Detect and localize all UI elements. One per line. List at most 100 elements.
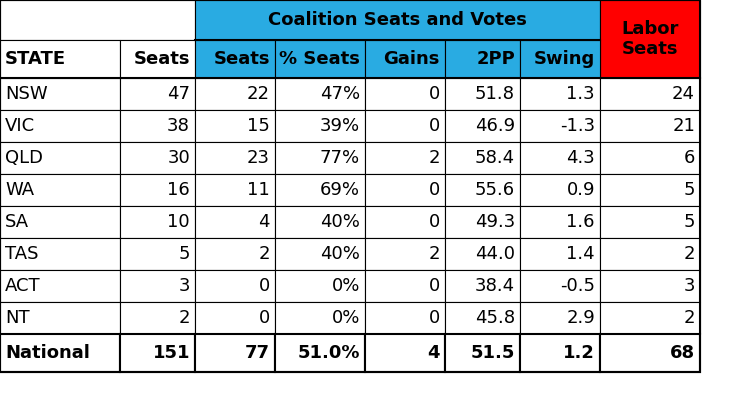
Bar [275,174,365,206]
Bar [275,302,365,334]
Text: 44.0: 44.0 [475,245,515,263]
Text: SA: SA [5,213,29,231]
Text: 2: 2 [428,245,440,263]
Bar [120,270,195,302]
Bar [0,238,120,270]
Text: 51.0%: 51.0% [298,344,360,362]
Bar [195,334,275,372]
Text: 3: 3 [683,277,695,295]
Text: 38: 38 [167,117,190,135]
Bar [120,40,195,78]
Text: 10: 10 [167,213,190,231]
Bar [445,174,520,206]
Bar [600,0,700,78]
Bar [445,40,520,78]
Bar [600,206,700,238]
Bar [365,110,445,142]
Text: 47: 47 [167,85,190,103]
Bar [275,78,365,110]
Bar [0,270,120,302]
Text: 2: 2 [259,245,270,263]
Bar [520,174,600,206]
Bar [275,142,365,174]
Bar [120,302,195,334]
Bar [365,40,445,78]
Bar [120,334,195,372]
Text: 68: 68 [670,344,695,362]
Bar [195,40,275,78]
Bar [365,174,445,206]
Bar [195,0,600,40]
Bar [365,142,445,174]
Bar [365,238,445,270]
Text: 38.4: 38.4 [475,277,515,295]
Text: 5: 5 [683,213,695,231]
Text: 24: 24 [672,85,695,103]
Text: 3: 3 [179,277,190,295]
Bar [195,174,275,206]
Bar [600,110,700,142]
Bar [600,270,700,302]
Bar [120,110,195,142]
Text: 5: 5 [683,181,695,199]
Bar [445,302,520,334]
Text: 0%: 0% [332,277,360,295]
Bar [195,302,275,334]
Bar [0,334,120,372]
Text: 22: 22 [247,85,270,103]
Text: 2: 2 [179,309,190,327]
Bar [600,334,700,372]
Bar [520,78,600,110]
Bar [120,142,195,174]
Text: 0%: 0% [332,309,360,327]
Text: 11: 11 [247,181,270,199]
Bar [365,270,445,302]
Bar [0,0,195,40]
Bar [0,142,120,174]
Bar [600,302,700,334]
Bar [275,270,365,302]
Text: 23: 23 [247,149,270,167]
Bar [275,110,365,142]
Text: 55.6: 55.6 [475,181,515,199]
Text: -0.5: -0.5 [560,277,595,295]
Bar [520,270,600,302]
Text: Swing: Swing [534,50,595,68]
Text: -1.3: -1.3 [560,117,595,135]
Text: Labor
Seats: Labor Seats [621,20,679,58]
Text: 40%: 40% [320,245,360,263]
Bar [0,40,120,78]
Text: 0: 0 [259,309,270,327]
Text: Coalition Seats and Votes: Coalition Seats and Votes [268,11,527,29]
Text: 2.9: 2.9 [566,309,595,327]
Text: 4: 4 [259,213,270,231]
Bar [600,238,700,270]
Text: National: National [5,344,90,362]
Bar [0,78,120,110]
Text: STATE: STATE [5,50,66,68]
Text: 2: 2 [428,149,440,167]
Bar [520,334,600,372]
Text: 49.3: 49.3 [475,213,515,231]
Text: 2: 2 [683,245,695,263]
Text: 1.6: 1.6 [566,213,595,231]
Bar [445,110,520,142]
Bar [120,174,195,206]
Bar [445,142,520,174]
Bar [520,302,600,334]
Bar [275,334,365,372]
Text: Seats: Seats [133,50,190,68]
Bar [195,110,275,142]
Bar [195,206,275,238]
Bar [0,174,120,206]
Text: 21: 21 [672,117,695,135]
Bar [445,270,520,302]
Bar [445,78,520,110]
Text: 1.3: 1.3 [566,85,595,103]
Bar [445,238,520,270]
Text: 77: 77 [245,344,270,362]
Text: 0.9: 0.9 [566,181,595,199]
Bar [520,238,600,270]
Bar [195,142,275,174]
Text: 77%: 77% [320,149,360,167]
